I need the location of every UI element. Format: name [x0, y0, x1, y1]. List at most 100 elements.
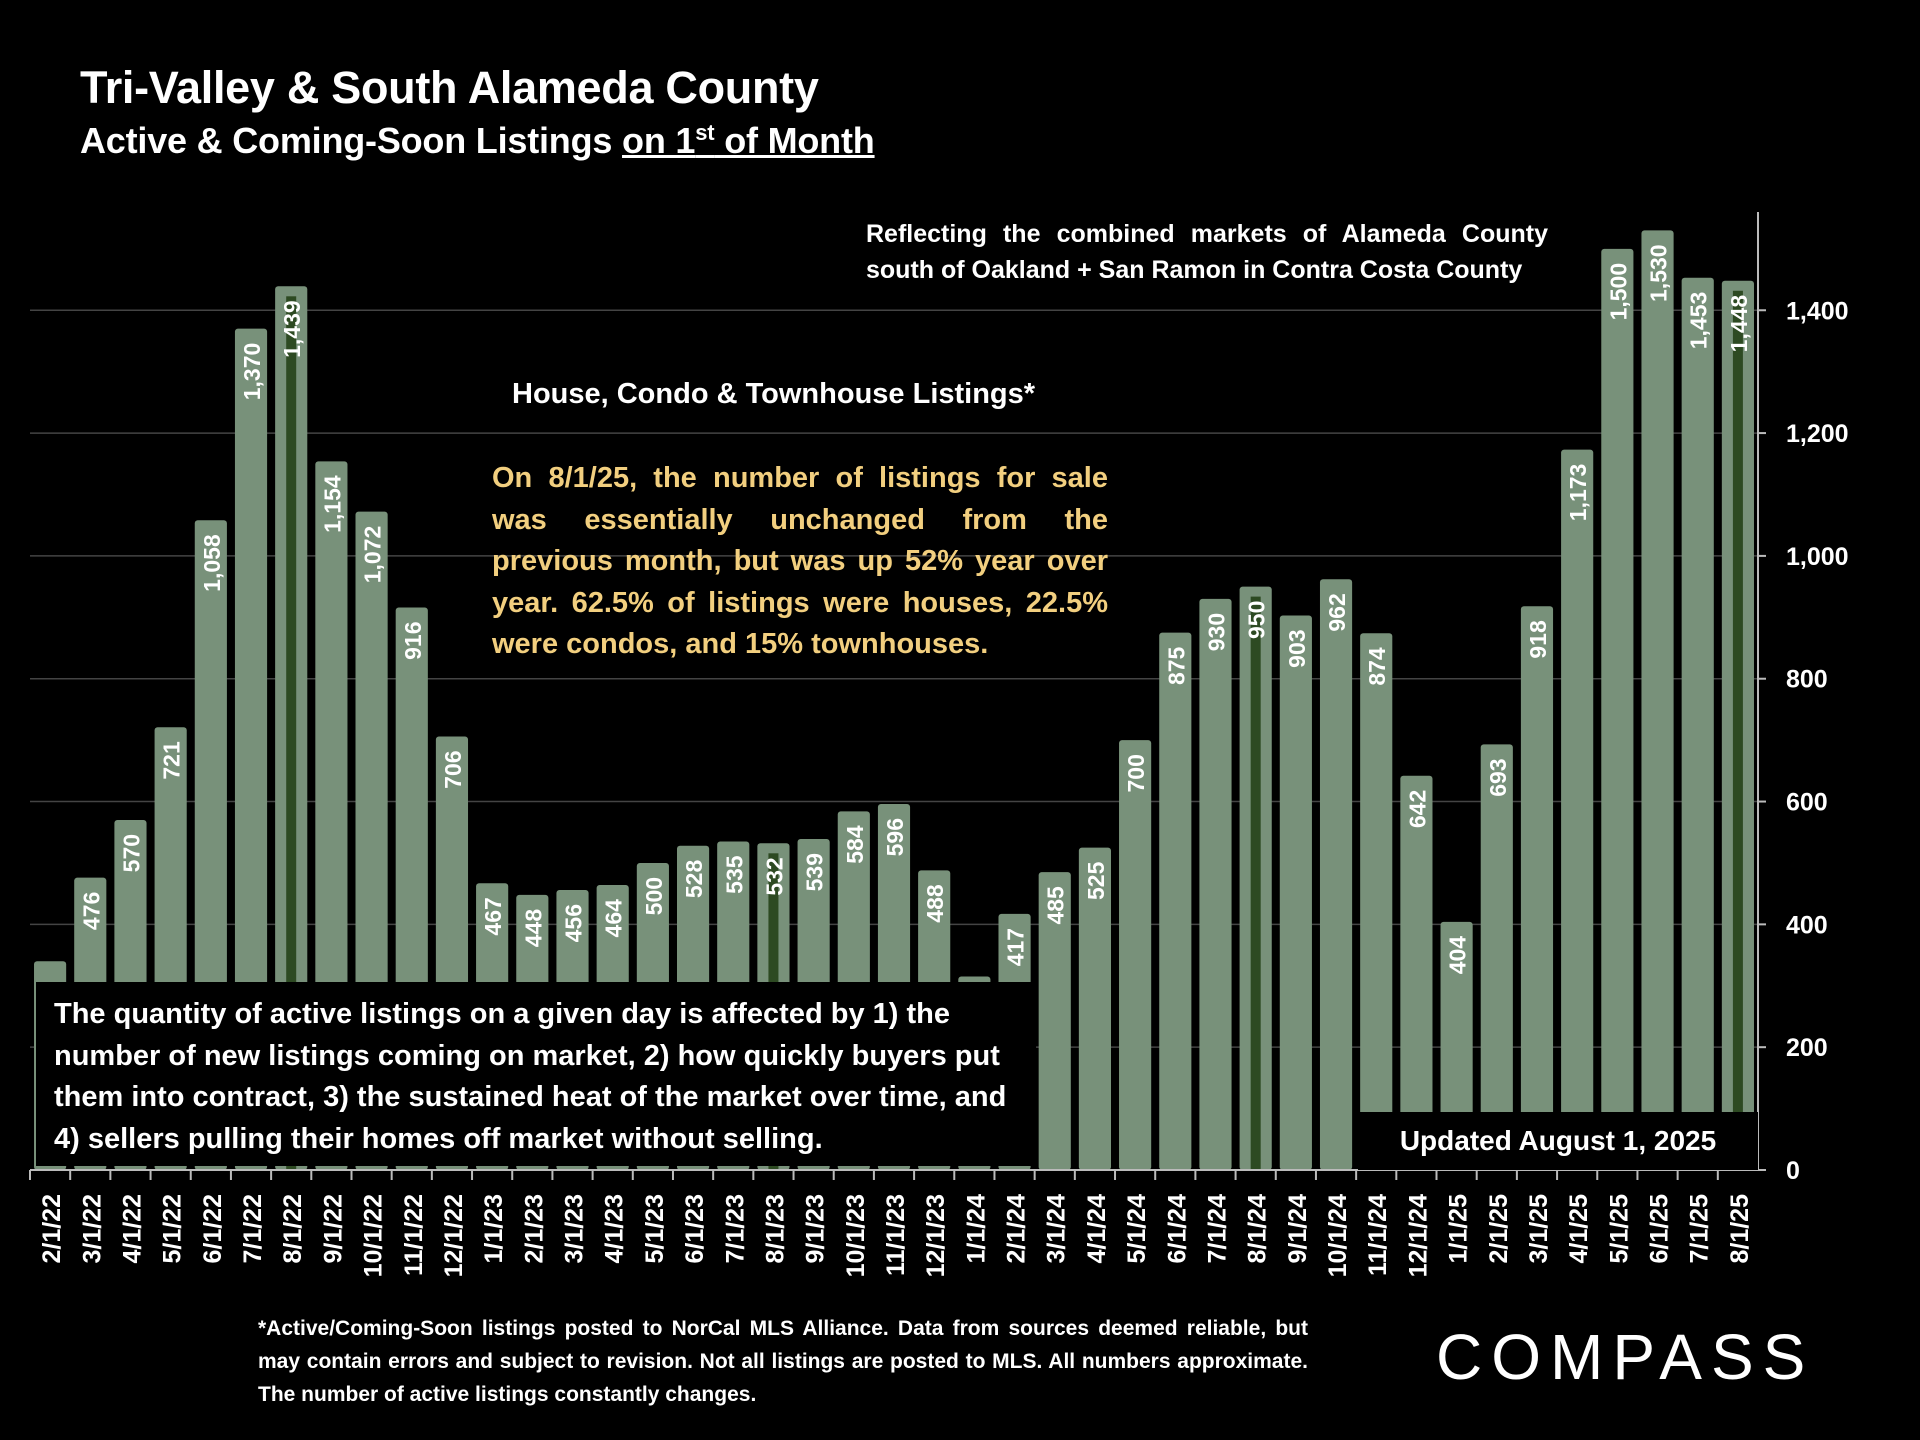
- bar-data-label: 721: [159, 741, 185, 780]
- bar-data-label: 525: [1083, 861, 1109, 900]
- x-tick-label: 5/1/23: [641, 1194, 669, 1264]
- summary-note: On 8/1/25, the number of listings for sa…: [492, 462, 1108, 660]
- x-tick-label: 7/1/23: [721, 1194, 749, 1264]
- bar-data-label: 500: [641, 877, 667, 915]
- bar-data-label: 1,530: [1646, 244, 1672, 302]
- x-tick-label: 2/1/24: [1003, 1194, 1031, 1264]
- bar: [1119, 740, 1152, 1170]
- bar: [1038, 872, 1071, 1170]
- y-tick-label: 1,000: [1786, 543, 1849, 571]
- bar-data-label: 918: [1525, 620, 1551, 659]
- x-tick-label: 11/1/24: [1364, 1194, 1392, 1276]
- bar-data-label: 404: [1445, 936, 1471, 975]
- updated-note: Updated August 1, 2025: [1358, 1112, 1758, 1170]
- subtitle-suffix: of Month: [714, 120, 875, 161]
- y-tick-label: 400: [1786, 911, 1828, 939]
- bar-data-label: 448: [520, 909, 546, 948]
- x-tick-label: 1/1/25: [1445, 1194, 1473, 1264]
- x-tick-label: 8/1/24: [1244, 1194, 1272, 1264]
- x-tick-label: 6/1/24: [1163, 1194, 1191, 1264]
- x-tick-label: 4/1/22: [118, 1194, 146, 1264]
- bar: [1078, 847, 1112, 1170]
- bar-data-label: 1,370: [239, 343, 265, 401]
- subtitle-prefix: Active & Coming-Soon Listings: [80, 120, 623, 161]
- bar-data-label: 535: [721, 855, 747, 894]
- bar-data-label: 1,173: [1565, 464, 1591, 522]
- bar: [1199, 598, 1232, 1170]
- x-tick-label: 11/1/23: [882, 1194, 910, 1276]
- y-tick-label: 0: [1786, 1157, 1800, 1185]
- x-tick-label: 7/1/24: [1203, 1194, 1231, 1264]
- x-tick-label: 1/1/24: [962, 1194, 990, 1264]
- bar-data-label: 485: [1043, 886, 1069, 925]
- x-tick-label: 4/1/24: [1083, 1194, 1111, 1264]
- x-tick-label: 3/1/23: [561, 1194, 589, 1264]
- x-tick-label: 5/1/22: [159, 1194, 187, 1264]
- bar: [1480, 744, 1513, 1170]
- bar-data-label: 1,439: [279, 300, 305, 358]
- footnote: *Active/Coming-Soon listings posted to N…: [258, 1317, 1308, 1406]
- bar-highlight: [1732, 290, 1743, 1170]
- bar: [1440, 921, 1473, 1170]
- y-tick-label: 1,400: [1786, 297, 1849, 325]
- bar-data-label: 570: [118, 834, 144, 872]
- bar-data-label: 596: [882, 818, 908, 856]
- x-tick-label: 12/1/24: [1404, 1194, 1432, 1278]
- x-tick-label: 4/1/25: [1565, 1194, 1593, 1264]
- x-tick-label: 3/1/22: [78, 1194, 106, 1264]
- bar-data-label: 1,072: [360, 526, 386, 584]
- bar-data-label: 693: [1485, 758, 1511, 796]
- bar: [1319, 579, 1353, 1170]
- listings-heading: House, Condo & Townhouse Listings*: [512, 378, 1036, 410]
- bar: [1360, 633, 1393, 1170]
- x-tick-label: 7/1/22: [239, 1194, 267, 1264]
- bar-data-label: 1,154: [319, 475, 345, 533]
- compass-logo: COMPASS: [1436, 1321, 1815, 1393]
- bar-data-label: 950: [1244, 601, 1270, 639]
- x-tick-label: 10/1/22: [360, 1194, 388, 1277]
- bar-highlight: [286, 296, 297, 1170]
- y-tick-label: 1,200: [1786, 420, 1849, 448]
- factors-note: The quantity of active listings on a giv…: [36, 982, 1036, 1166]
- x-tick-label: 3/1/24: [1043, 1194, 1071, 1264]
- bar: [1681, 277, 1714, 1170]
- x-tick-label: 6/1/23: [681, 1194, 709, 1264]
- chart-subtitle: Active & Coming-Soon Listings on 1st of …: [80, 120, 875, 162]
- bar-data-label: 528: [681, 860, 707, 899]
- bar-data-label: 874: [1364, 647, 1390, 686]
- bar-data-label: 875: [1163, 646, 1189, 685]
- x-tick-label: 2/1/22: [38, 1194, 66, 1264]
- x-tick-label: 8/1/25: [1726, 1194, 1754, 1264]
- x-tick-label: 6/1/22: [199, 1194, 227, 1264]
- bar-data-label: 584: [842, 825, 868, 864]
- x-tick-label: 2/1/23: [520, 1194, 548, 1264]
- bar: [1601, 248, 1634, 1170]
- bar-data-label: 962: [1324, 593, 1350, 631]
- bar-data-label: 476: [78, 892, 104, 930]
- bar-data-label: 916: [400, 621, 426, 659]
- x-tick-label: 10/1/23: [842, 1194, 870, 1277]
- bar-data-label: 706: [440, 750, 466, 788]
- y-tick-label: 600: [1786, 789, 1828, 817]
- bar-data-label: 700: [1123, 754, 1149, 792]
- bar-highlight: [1250, 596, 1261, 1170]
- x-tick-label: 8/1/23: [761, 1194, 789, 1264]
- bar-data-label: 467: [480, 897, 506, 935]
- x-tick-label: 5/1/24: [1123, 1194, 1151, 1264]
- subtitle-underlined: on 1st of Month: [622, 120, 875, 161]
- x-tick-label: 4/1/23: [601, 1194, 629, 1264]
- x-tick-label: 10/1/24: [1324, 1194, 1352, 1278]
- bar: [1520, 606, 1554, 1170]
- bar: [1641, 230, 1674, 1170]
- x-tick-label: 2/1/25: [1485, 1194, 1513, 1264]
- x-tick-label: 12/1/23: [922, 1194, 950, 1277]
- bar-data-label: 464: [601, 899, 627, 938]
- bar: [1159, 632, 1192, 1170]
- x-tick-label: 1/1/23: [480, 1194, 508, 1264]
- x-tick-label: 12/1/22: [440, 1194, 468, 1277]
- subtitle-superscript: st: [695, 120, 715, 145]
- subtitle-underlined-text: on 1: [622, 120, 696, 161]
- bar-data-label: 539: [802, 853, 828, 891]
- y-tick-label: 200: [1786, 1034, 1828, 1062]
- bar-data-label: 456: [561, 904, 587, 942]
